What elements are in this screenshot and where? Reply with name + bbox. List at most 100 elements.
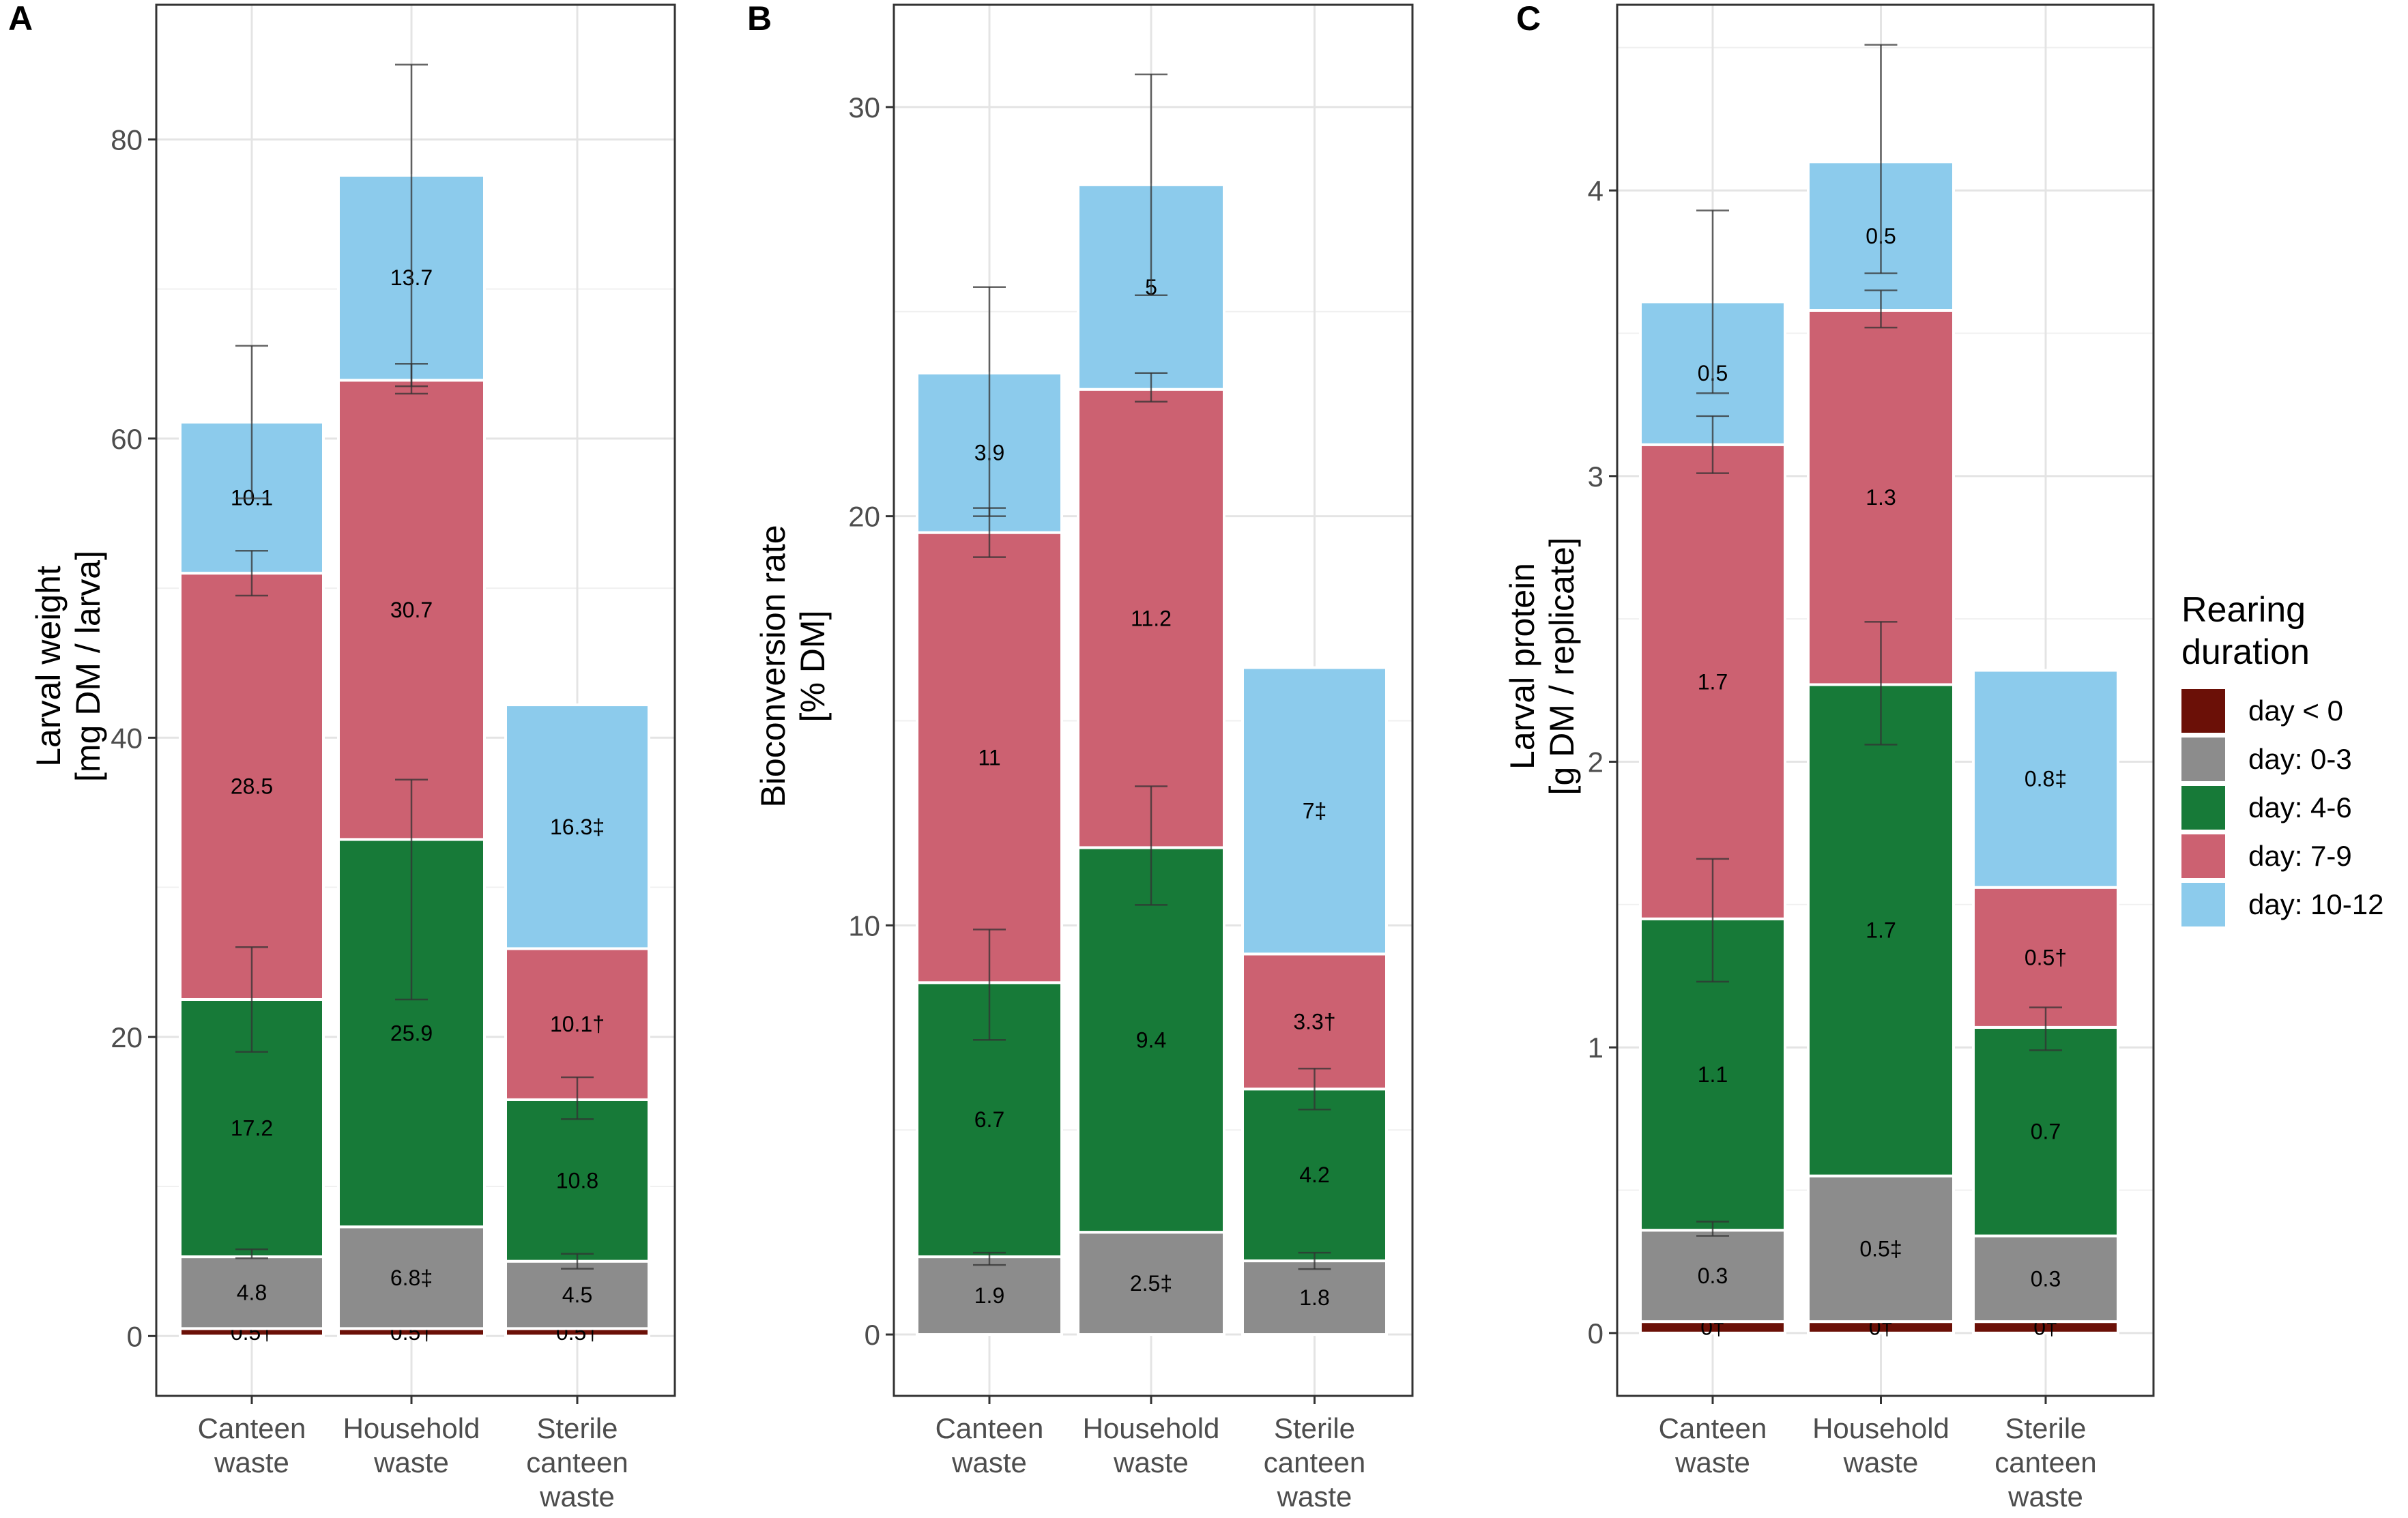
y-tick-label: 60 (111, 423, 143, 455)
bar-segment (337, 1225, 486, 1330)
y-axis-title: Bioconversion rate (754, 525, 792, 807)
legend-swatch (2181, 786, 2225, 830)
segment-label: 30.7 (390, 598, 433, 622)
bar-segment (1639, 443, 1786, 920)
segment-label: 0.7 (2031, 1120, 2061, 1144)
category-label: canteen (1994, 1446, 2096, 1478)
segment-label: 0.3 (2031, 1266, 2061, 1291)
bar-segment (1972, 669, 2119, 889)
legend-label: day < 0 (2248, 695, 2343, 727)
bar-segment (1241, 1259, 1388, 1337)
category-label: Canteen (198, 1412, 306, 1444)
panel-border (893, 3, 1414, 1397)
segment-label: 1.3 (1866, 485, 1896, 510)
bar-segment (337, 379, 486, 841)
y-tick-label: 40 (111, 722, 143, 754)
segment-label: 2.5‡ (1130, 1271, 1172, 1296)
bar-segment (1077, 846, 1225, 1234)
segment-label: 10.8 (556, 1168, 598, 1193)
panel-letter: C (1516, 0, 1541, 38)
segment-label: 1.7 (1698, 669, 1728, 694)
segment-label: 0.3 (1698, 1264, 1728, 1288)
legend-label: day: 4-6 (2248, 791, 2352, 823)
legend-label: day: 7-9 (2248, 840, 2352, 872)
category-label: Canteen (1659, 1412, 1767, 1444)
panel-c: C012340†0.31.11.70.5Canteenwaste0†0.5‡1.… (1503, 0, 2155, 1513)
segment-label: 0.8‡ (2025, 767, 2067, 791)
segment-label: 11 (978, 745, 1000, 770)
category-label: waste (951, 1446, 1027, 1478)
segment-label: 1.9 (974, 1283, 1004, 1308)
segment-label: 3.3† (1293, 1009, 1335, 1034)
legend-swatch (2181, 834, 2225, 878)
category-label: canteen (526, 1446, 628, 1478)
bar-segment (1639, 1229, 1786, 1324)
panel-border (155, 3, 676, 1397)
category-label: waste (1277, 1480, 1352, 1513)
category-label: Household (1083, 1412, 1220, 1444)
y-tick-label: 3 (1588, 461, 1604, 493)
legend-title: duration (2181, 632, 2310, 672)
bar-segment (1807, 683, 1955, 1178)
segment-label: 28.5 (231, 774, 273, 799)
category-label: waste (373, 1446, 449, 1478)
category-label: waste (1674, 1446, 1750, 1478)
y-tick-label: 20 (111, 1021, 143, 1053)
legend-swatch (2181, 738, 2225, 781)
segment-label: 10.1† (550, 1012, 605, 1036)
category-label: waste (214, 1446, 289, 1478)
bar-segment (1972, 1025, 2119, 1238)
y-tick-label: 1 (1588, 1032, 1604, 1064)
segment-label: 6.8‡ (390, 1266, 433, 1290)
bar-segment (179, 1255, 325, 1330)
segment-label: 25.9 (390, 1021, 433, 1045)
y-tick-label: 0 (127, 1320, 143, 1352)
y-tick-label: 2 (1588, 746, 1604, 778)
y-axis-title: Larval protein (1503, 563, 1541, 770)
panel-b: B01020301.96.7113.9Canteenwaste2.5‡9.411… (747, 0, 1414, 1513)
bar-segment (1807, 1174, 1955, 1324)
segment-label: 1.8 (1299, 1285, 1329, 1310)
bar-segment (916, 1255, 1063, 1337)
legend-label: day: 10-12 (2248, 888, 2383, 920)
y-axis-title: [% DM] (794, 611, 832, 722)
bar-segment (504, 947, 650, 1101)
bar-segment (1241, 1088, 1388, 1263)
category-label: waste (539, 1480, 615, 1513)
segment-label: 0.5† (2025, 945, 2067, 969)
category-label: Household (343, 1412, 480, 1444)
segment-label: 4.2 (1299, 1163, 1329, 1187)
category-label: waste (1843, 1446, 1919, 1478)
category-label: Sterile (1274, 1412, 1355, 1444)
segment-label: 7‡ (1303, 798, 1327, 823)
category-label: Sterile (2005, 1412, 2086, 1444)
bar-segment (179, 572, 325, 1001)
bar-segment (916, 531, 1063, 984)
y-tick-label: 80 (111, 123, 143, 156)
y-tick-label: 0 (865, 1319, 880, 1351)
y-tick-label: 20 (848, 501, 880, 533)
legend-swatch (2181, 883, 2225, 926)
segment-label: 9.4 (1136, 1027, 1166, 1052)
legend-label: day: 0-3 (2248, 743, 2352, 775)
y-tick-label: 30 (848, 91, 880, 123)
legend-swatch (2181, 689, 2225, 733)
category-label: Canteen (935, 1412, 1044, 1444)
bar-segment (504, 703, 650, 950)
segment-label: 0.5‡ (1859, 1236, 1902, 1261)
y-tick-label: 4 (1588, 175, 1604, 207)
bar-segment (1241, 666, 1388, 956)
panel-border (1616, 3, 2155, 1397)
category-label: waste (2007, 1480, 2083, 1513)
category-label: canteen (1264, 1446, 1365, 1478)
legend-title: Rearing (2181, 590, 2306, 630)
panel-a: A0204060800.5†4.817.228.510.1Canteenwast… (8, 0, 676, 1513)
y-axis-title: [g DM / replicate] (1543, 538, 1581, 796)
segment-label: 6.7 (974, 1107, 1004, 1132)
bar-segment (504, 1098, 650, 1263)
segment-label: 4.8 (237, 1281, 267, 1305)
segment-label: 16.3‡ (550, 815, 605, 839)
bar-segment (1972, 886, 2119, 1029)
